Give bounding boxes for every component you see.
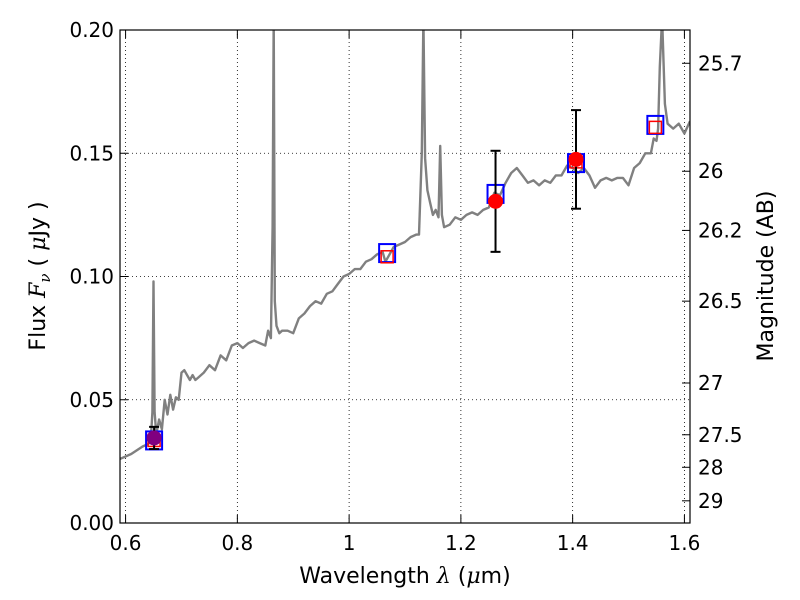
observed-point xyxy=(488,193,504,209)
y2-tick-label: 25.7 xyxy=(698,51,743,75)
x-tick-label: 1.4 xyxy=(557,531,589,555)
x-tick-label: 0.6 xyxy=(110,531,142,555)
y2-tick-label: 29 xyxy=(698,489,723,513)
y-axis-label: Flux Fν ( μJy ) xyxy=(26,201,54,350)
y-tick-label: 0.05 xyxy=(69,388,114,412)
x-tick-label: 1 xyxy=(343,531,356,555)
observed-point xyxy=(568,151,584,167)
model-point-red xyxy=(648,120,663,135)
photometry-markers xyxy=(145,109,665,451)
axis-ticks: 0.6 0.8 1 1.2 1.4 1.6 0.00 0.05 0.10 0.15 0.20 25.7… xyxy=(69,18,742,555)
y2-tick-label: 26.2 xyxy=(698,218,743,242)
y2-tick-label: 28 xyxy=(698,455,723,479)
spectrum-line xyxy=(120,30,690,460)
y2-axis-label: Magnitude (AB) xyxy=(754,191,779,362)
y2-tick-label: 26 xyxy=(698,159,723,183)
spectrum-series xyxy=(120,30,690,460)
model-point-red xyxy=(380,250,394,264)
observed-point xyxy=(146,430,162,446)
y2-tick-label: 26.5 xyxy=(698,289,743,313)
y-tick-label: 0.15 xyxy=(69,141,114,165)
y2-tick-label: 27.5 xyxy=(698,423,743,447)
x-tick-label: 0.8 xyxy=(221,531,253,555)
y-tick-label: 0.10 xyxy=(69,265,114,289)
y2-tick-label: 27 xyxy=(698,371,723,395)
y-tick-label: 0.20 xyxy=(69,18,114,42)
y-tick-label: 0.00 xyxy=(69,511,114,535)
x-axis-label: Wavelength λ (μm) xyxy=(299,564,510,589)
x-tick-label: 1.2 xyxy=(445,531,477,555)
x-tick-label: 1.6 xyxy=(669,531,701,555)
